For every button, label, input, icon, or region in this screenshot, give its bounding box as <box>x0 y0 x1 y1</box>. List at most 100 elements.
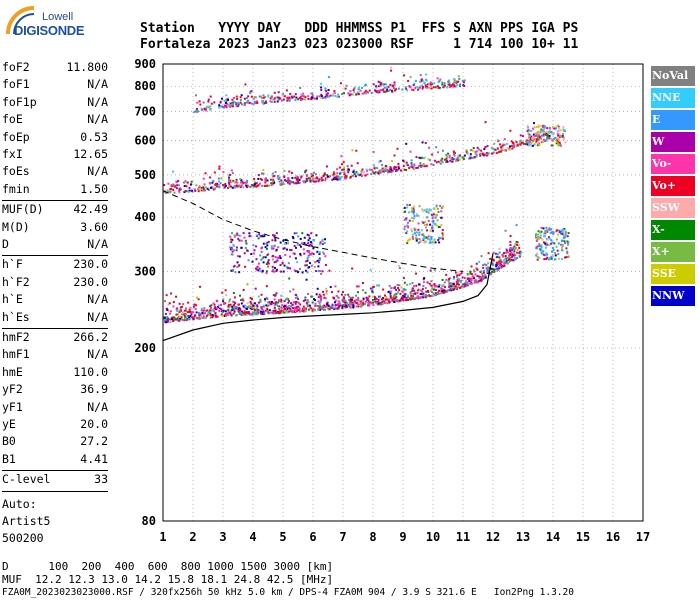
echo-point <box>315 97 318 100</box>
echo-point <box>294 296 297 299</box>
echo-point <box>274 239 277 242</box>
echo-point <box>366 297 369 300</box>
echo-point <box>311 178 314 181</box>
echo-point <box>440 224 443 227</box>
echo-point <box>506 146 509 149</box>
echo-point <box>316 177 319 180</box>
echo-point <box>297 297 300 300</box>
echo-point <box>325 303 328 306</box>
echo-point <box>232 249 235 252</box>
echo-point <box>247 305 250 308</box>
echo-point <box>490 152 493 155</box>
echo-point <box>377 301 380 304</box>
echo-point <box>495 256 498 259</box>
param-hes: h`Es N/A <box>2 310 108 327</box>
echo-point <box>546 229 549 232</box>
echo-point <box>476 275 479 278</box>
echo-point <box>542 250 545 253</box>
echo-point <box>310 244 313 247</box>
echo-point <box>434 214 437 217</box>
echo-point <box>565 256 568 259</box>
echo-point <box>456 271 459 274</box>
echo-point <box>405 88 408 91</box>
echo-point <box>548 244 551 247</box>
echo-point <box>292 181 295 184</box>
echo-point <box>257 262 260 265</box>
y-tick-label: 80 <box>142 514 156 528</box>
echo-point <box>296 309 299 312</box>
echo-point <box>172 183 175 186</box>
echo-point <box>490 267 493 270</box>
echo-point <box>267 240 270 243</box>
echo-point <box>357 305 360 308</box>
echo-point <box>232 245 235 248</box>
echo-point <box>423 209 426 212</box>
echo-point <box>453 85 456 88</box>
echo-point <box>186 181 189 184</box>
echo-point <box>466 273 469 276</box>
echo-point <box>482 266 485 269</box>
echo-point <box>471 275 474 278</box>
echo-point <box>190 189 193 192</box>
echo-point <box>474 152 477 155</box>
echo-point <box>455 286 458 289</box>
echo-point <box>390 170 393 173</box>
echo-point <box>501 144 504 147</box>
legend-item-sse: SSE <box>651 264 695 284</box>
echo-point <box>267 262 270 265</box>
echo-point <box>323 172 326 175</box>
echo-point <box>254 302 257 305</box>
echo-point <box>411 210 414 213</box>
echo-point <box>463 284 466 287</box>
echo-point <box>551 144 554 147</box>
echo-point <box>230 314 233 317</box>
echo-point <box>349 298 352 301</box>
echo-point <box>418 283 421 286</box>
echo-point <box>218 165 221 168</box>
echo-point <box>253 313 256 316</box>
echo-point <box>261 97 264 100</box>
echo-point <box>345 304 348 307</box>
echo-point <box>425 164 428 167</box>
echo-point <box>559 135 562 138</box>
echo-point <box>432 86 435 89</box>
echo-point <box>403 225 406 228</box>
echo-point <box>295 300 298 303</box>
echo-point <box>506 143 509 146</box>
echo-point <box>222 309 225 312</box>
echo-point <box>445 153 448 156</box>
echo-point <box>174 184 177 187</box>
echo-point <box>475 150 478 153</box>
echo-point <box>535 239 538 242</box>
echo-point <box>541 130 544 133</box>
echo-point <box>539 234 542 237</box>
echo-point <box>339 171 342 174</box>
echo-point <box>403 160 406 163</box>
echo-point <box>511 141 514 144</box>
echo-point <box>322 308 325 311</box>
echo-point <box>371 291 374 294</box>
echo-point <box>416 166 419 169</box>
echo-point <box>377 91 380 94</box>
echo-point <box>327 304 330 307</box>
echo-point <box>309 178 312 181</box>
echo-point <box>437 239 440 242</box>
echo-point <box>508 257 511 260</box>
echo-point <box>211 316 214 319</box>
echo-point <box>231 98 234 101</box>
echo-point <box>474 278 477 281</box>
echo-point <box>403 228 406 231</box>
param-label: fmin <box>2 181 30 196</box>
echo-point <box>395 295 398 298</box>
echo-point <box>333 92 336 95</box>
echo-point <box>528 139 531 142</box>
echo-point <box>427 219 430 222</box>
echo-point <box>395 169 398 172</box>
echo-point <box>275 311 278 314</box>
echo-point <box>235 184 238 187</box>
echo-point <box>541 251 544 254</box>
param-fof1p: foF1p N/A <box>2 95 108 112</box>
echo-point <box>567 232 570 235</box>
echo-point <box>423 165 426 168</box>
param-value: 3.60 <box>80 219 108 234</box>
